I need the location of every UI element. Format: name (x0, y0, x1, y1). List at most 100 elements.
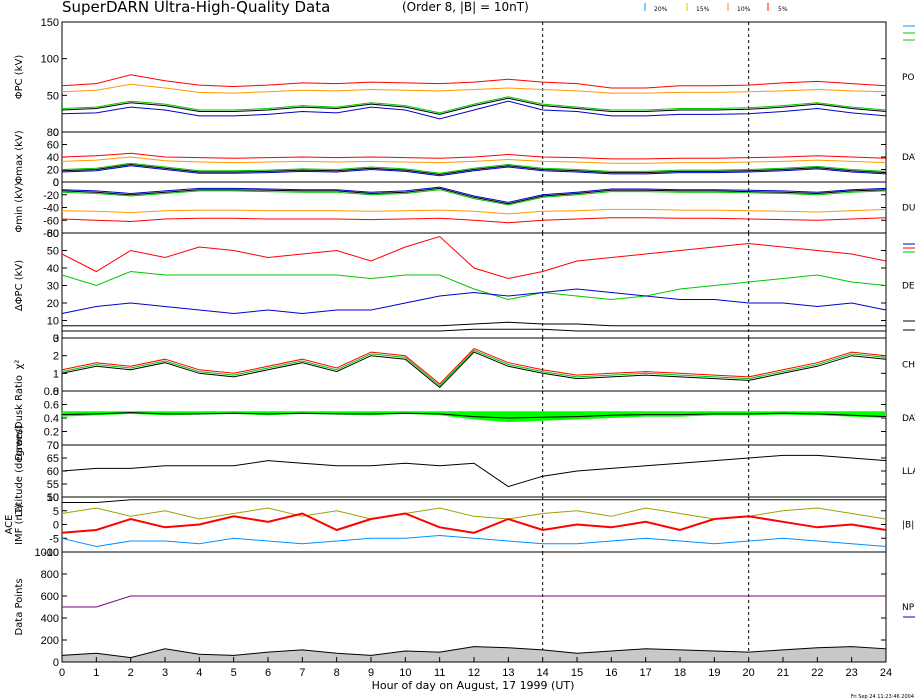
series-line (61, 165, 887, 177)
right-label: CH (902, 361, 915, 371)
x-tick-label: 0 (59, 667, 65, 679)
right-label: PO (902, 73, 915, 83)
y-axis-label: χ² (14, 360, 25, 370)
x-tick-label: 4 (196, 667, 202, 679)
x-tick-label: 23 (846, 667, 858, 679)
x-tick-label: 5 (231, 667, 237, 679)
y-axis-label: Φmax (kV) (14, 130, 25, 183)
y-tick-label: -20 (43, 190, 59, 202)
y-tick-label: 0.4 (44, 413, 59, 425)
timestamp: Fri Sep 24 11:23:46 2004 (851, 694, 914, 700)
x-axis-label: Hour of day on August, 17 1999 (UT) (372, 679, 575, 692)
x-tick-label: 19 (708, 667, 720, 679)
y-tick-label: 1000 (35, 547, 59, 559)
y-tick-label: -10 (43, 547, 59, 559)
panel-delta_phi_pc: 0 10 20 30 40 50 60 ΔΦPC (kV) DE (14, 228, 915, 345)
y-tick-label: 50 (47, 90, 59, 102)
series-line (61, 96, 887, 114)
x-tick-label: 1 (93, 667, 99, 679)
series-line (61, 74, 887, 89)
panel-imf: -10 -50 5 10 IMF (nT)ACE |B| (4, 492, 914, 559)
x-tick-label: 11 (434, 667, 445, 679)
x-tick-label: 16 (605, 667, 617, 679)
figure-subtitle: (Order 8, |B| = 10nT) (402, 0, 529, 14)
series-line (61, 349, 887, 387)
x-tick-label: 21 (777, 667, 789, 679)
x-tick-label: 14 (537, 667, 549, 679)
y-tick-label: 50 (47, 492, 59, 504)
series-line (61, 412, 887, 419)
x-tick-label: 18 (674, 667, 686, 679)
legend-label-20: 20% (654, 6, 668, 13)
x-tick-label: 9 (368, 667, 374, 679)
series-line (61, 235, 887, 280)
right-label: DU (902, 204, 915, 214)
y-tick-label: 2 (53, 351, 59, 363)
series-line (62, 328, 886, 332)
y-tick-label: -60 (43, 215, 59, 227)
series-line (61, 288, 887, 315)
y-axis-label: Φmin (kV) (14, 182, 25, 232)
y-axis-label: Latitude (degrees) (14, 425, 25, 517)
series-line (61, 217, 887, 224)
series-line (62, 499, 886, 503)
series-line (61, 187, 887, 205)
y-axis-label: Data Points (14, 578, 25, 635)
panel-frame (61, 232, 887, 339)
legend-label-5: 5% (778, 6, 788, 13)
panel-frame (61, 496, 887, 553)
panel-frame (61, 337, 887, 392)
y-tick-label: 20 (47, 298, 59, 310)
series-line (61, 189, 887, 206)
series-line (61, 186, 887, 203)
y-tick-label: 0.6 (44, 400, 59, 412)
y-tick-label: 5 (53, 506, 59, 518)
y-tick-label: 40 (47, 152, 59, 164)
right-keys (903, 25, 915, 618)
right-label: DAY (902, 414, 915, 424)
y-tick-label: 0 (53, 520, 59, 532)
y-tick-label: 50 (47, 246, 59, 258)
panel-frame (61, 21, 887, 133)
y-tick-label: 0 (53, 177, 59, 189)
series-line (61, 454, 887, 488)
y-tick-label: 60 (47, 228, 59, 240)
panel-phi_min: -80-60-40-200 Φmin (kV) DU (14, 177, 915, 240)
y-tick-label: 10 (47, 492, 59, 504)
y-tick-label: 60 (47, 466, 59, 478)
series-line (61, 512, 887, 534)
y-tick-label: 0 (53, 657, 59, 669)
series-line (61, 97, 887, 115)
y-axis-sublabel: ACE (4, 515, 15, 535)
x-tick-label: 20 (743, 667, 755, 679)
x-tick-label: 6 (265, 667, 271, 679)
legend-label-15: 15% (696, 6, 710, 13)
y-tick-label: 40 (47, 263, 59, 275)
series-line (62, 595, 886, 608)
y-tick-label: 0.8 (44, 386, 59, 398)
y-axis-label: ΔΦPC (kV) (14, 260, 25, 311)
x-tick-label: 24 (880, 667, 892, 679)
right-label: LLA (902, 467, 915, 477)
quantile-legend: 20% 15% 10% 5% (644, 3, 788, 13)
y-tick-label: 1 (53, 368, 59, 380)
right-label: DE (902, 282, 915, 292)
y-tick-label: 200 (41, 635, 59, 647)
y-tick-label: 80 (47, 127, 59, 139)
y-tick-label: 0 (53, 386, 59, 398)
x-tick-label: 8 (334, 667, 340, 679)
right-label: |B| (902, 521, 914, 531)
x-tick-label: 13 (502, 667, 514, 679)
x-tick-label: 22 (811, 667, 823, 679)
series-line (61, 163, 887, 176)
y-axis-label: Dawn/Dusk Ratio (14, 375, 25, 461)
panel-data_points: 0 200 400 600 800 1000 Data Points NP (14, 547, 915, 669)
y-tick-label: 600 (41, 591, 59, 603)
y-tick-label: 65 (47, 453, 59, 465)
right-label: NP (902, 603, 915, 613)
series-line (61, 534, 887, 548)
y-tick-label: -5 (49, 533, 59, 545)
